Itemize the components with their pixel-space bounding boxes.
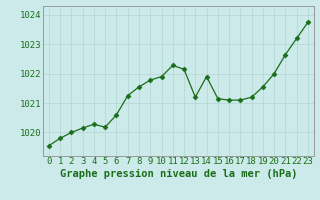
X-axis label: Graphe pression niveau de la mer (hPa): Graphe pression niveau de la mer (hPa) <box>60 169 297 179</box>
